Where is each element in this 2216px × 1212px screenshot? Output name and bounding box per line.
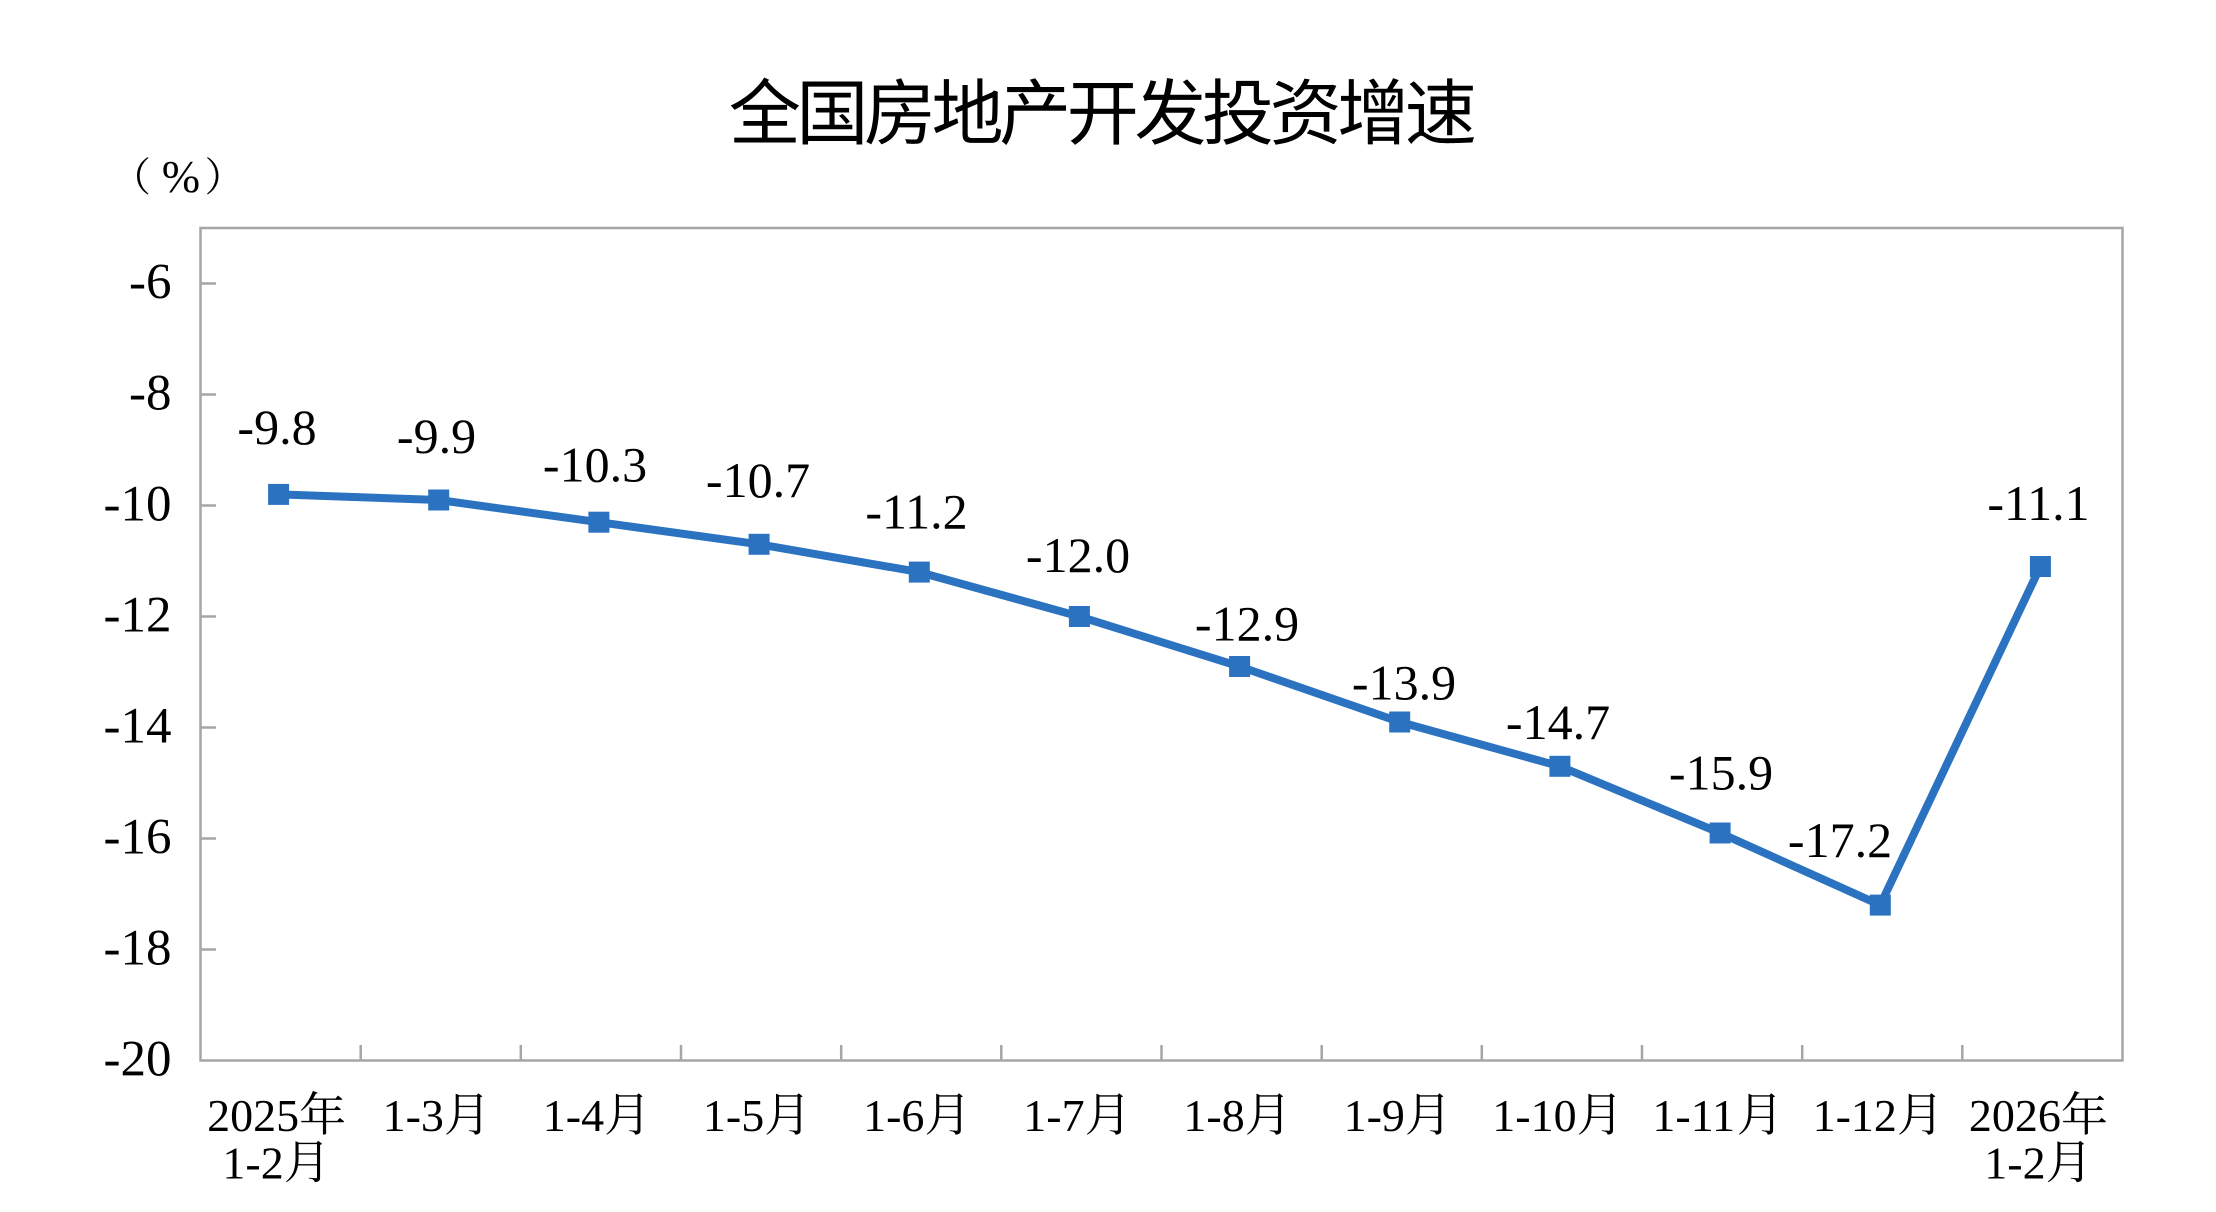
svg-text:1-2: 1-2 (222, 1138, 283, 1189)
svg-text:1-12: 1-12 (1813, 1090, 1897, 1141)
svg-text:1-6: 1-6 (863, 1090, 924, 1141)
svg-text:1-2: 1-2 (1984, 1138, 2045, 1189)
svg-text:-18: -18 (104, 921, 172, 977)
svg-text:1-5: 1-5 (703, 1090, 764, 1141)
svg-text:%: % (162, 151, 200, 202)
svg-text:-14: -14 (104, 699, 172, 755)
svg-text:-14.7: -14.7 (1506, 694, 1610, 750)
svg-text:-12.9: -12.9 (1195, 596, 1299, 652)
svg-text:1-9: 1-9 (1344, 1090, 1405, 1141)
svg-text:-20: -20 (104, 1032, 172, 1088)
svg-text:-10.7: -10.7 (706, 452, 810, 508)
svg-text:-6: -6 (129, 255, 171, 311)
svg-text:1-11: 1-11 (1652, 1090, 1735, 1141)
svg-text:-9.9: -9.9 (397, 408, 476, 464)
svg-text:-10: -10 (104, 477, 172, 533)
svg-text:-12.0: -12.0 (1026, 527, 1130, 583)
svg-text:1-10: 1-10 (1492, 1090, 1576, 1141)
svg-text:-12: -12 (104, 588, 172, 644)
svg-text:-9.8: -9.8 (237, 399, 316, 455)
svg-text:-17.2: -17.2 (1788, 812, 1892, 868)
svg-text:1-7: 1-7 (1023, 1090, 1084, 1141)
svg-text:2026: 2026 (1969, 1090, 2061, 1141)
svg-text:1-3: 1-3 (383, 1090, 444, 1141)
svg-text:-10.3: -10.3 (543, 437, 647, 493)
svg-text:-16: -16 (104, 810, 172, 866)
svg-text:1-4: 1-4 (543, 1090, 604, 1141)
svg-text:-8: -8 (129, 366, 171, 422)
svg-text:-11.1: -11.1 (1987, 475, 2089, 531)
svg-text:-11.2: -11.2 (865, 484, 967, 540)
svg-text:-13.9: -13.9 (1352, 655, 1456, 711)
svg-text:2025: 2025 (207, 1090, 299, 1141)
svg-text:-15.9: -15.9 (1669, 745, 1773, 801)
svg-text:1-8: 1-8 (1183, 1090, 1244, 1141)
